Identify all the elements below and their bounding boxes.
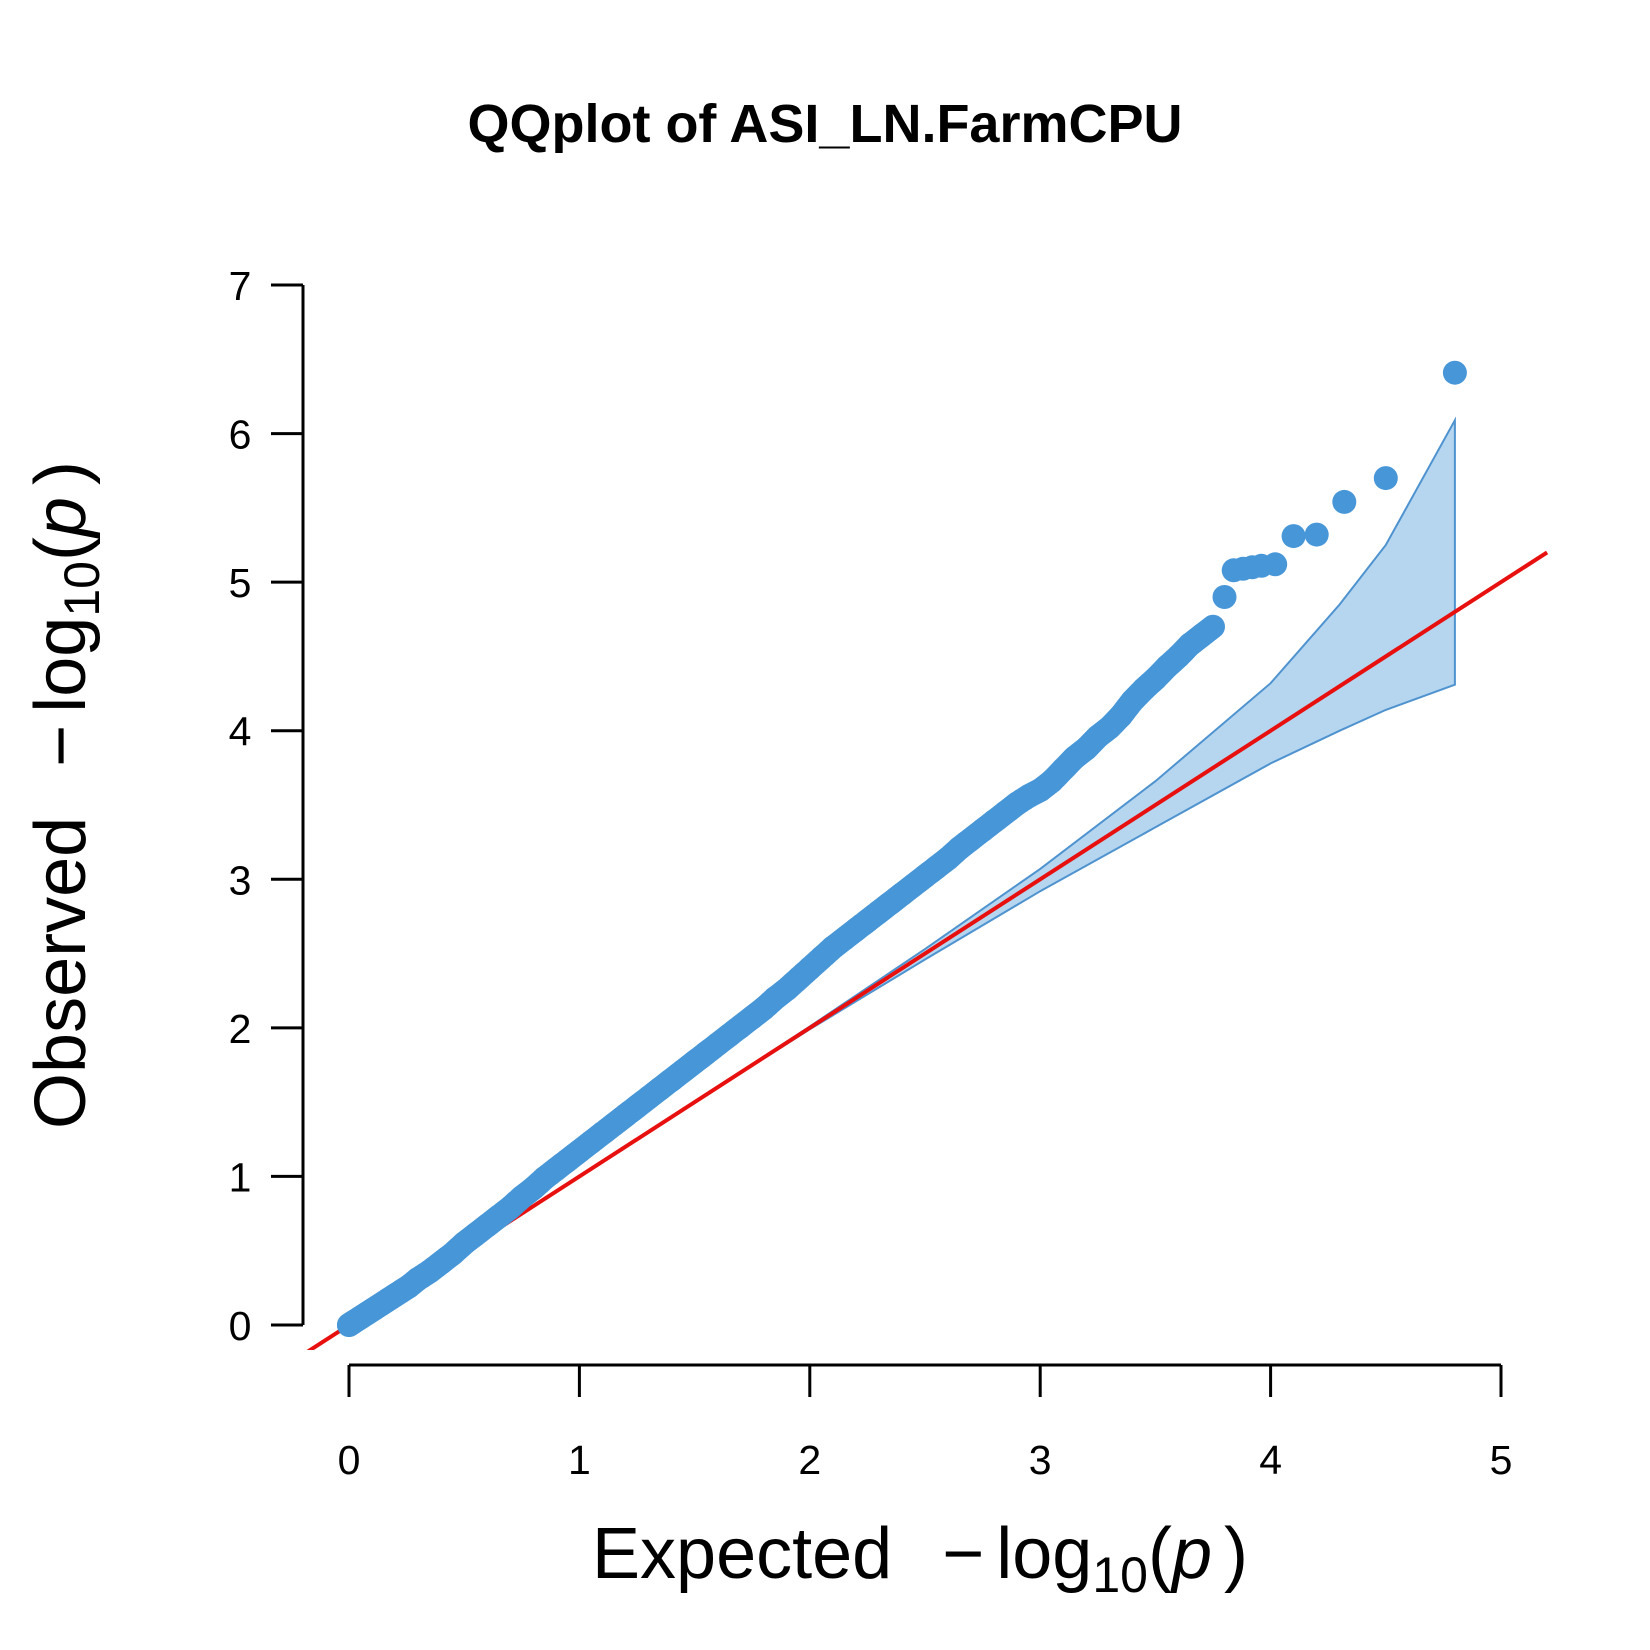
data-point [1281, 524, 1306, 549]
y-axis-label-minus: − [21, 725, 101, 767]
x-tick-label: 4 [1259, 1437, 1282, 1483]
x-axis-label-prefix: Expected [592, 1514, 892, 1594]
data-point [1373, 466, 1398, 491]
y-axis-label-prefix: Observed [21, 817, 101, 1129]
y-tick-label: 5 [229, 560, 252, 606]
data-points [337, 360, 1467, 1337]
y-axis-label-var: p [21, 497, 101, 539]
data-point [1212, 585, 1237, 609]
x-tick-label: 1 [568, 1437, 591, 1483]
x-axis-label-log: log [996, 1514, 1092, 1594]
data-point [1442, 360, 1467, 385]
x-tick-label: 0 [338, 1437, 361, 1483]
chart-title: QQplot of ASI_LN.FarmCPU [467, 94, 1182, 154]
data-point [1201, 614, 1225, 639]
x-tick-label: 2 [798, 1437, 821, 1483]
x-axis-label-open: ( [1148, 1514, 1172, 1594]
data-point [1263, 552, 1288, 577]
data-point [1332, 489, 1357, 514]
y-tick-label: 1 [229, 1154, 252, 1200]
x-axis-label-minus: − [942, 1514, 984, 1594]
data-point [1304, 522, 1329, 547]
y-tick-label: 3 [229, 857, 252, 903]
y-tick-label: 7 [229, 263, 252, 309]
x-tick-label: 5 [1490, 1437, 1513, 1483]
y-tick-label: 0 [229, 1303, 252, 1349]
x-tick-label: 3 [1029, 1437, 1052, 1483]
y-axis-label-log: log [21, 617, 101, 713]
x-axis-label-close: ) [1224, 1514, 1248, 1594]
x-axis: 0 1 2 3 4 5 [338, 1363, 1513, 1483]
x-axis-label: Expected − log10(p) [592, 1514, 1248, 1603]
y-axis-label-base: 10 [54, 561, 110, 617]
y-axis-label: Observed − log10(p) [21, 461, 110, 1129]
y-axis-label-open: ( [21, 537, 101, 561]
y-tick-label: 4 [229, 709, 252, 755]
y-axis-label-close: ) [21, 461, 101, 485]
y-axis: 0 1 2 3 4 5 6 7 [229, 263, 305, 1349]
x-axis-label-base: 10 [1092, 1547, 1148, 1603]
x-axis-label-var: p [1170, 1514, 1212, 1594]
y-tick-label: 2 [229, 1006, 252, 1052]
y-tick-label: 6 [229, 412, 252, 458]
